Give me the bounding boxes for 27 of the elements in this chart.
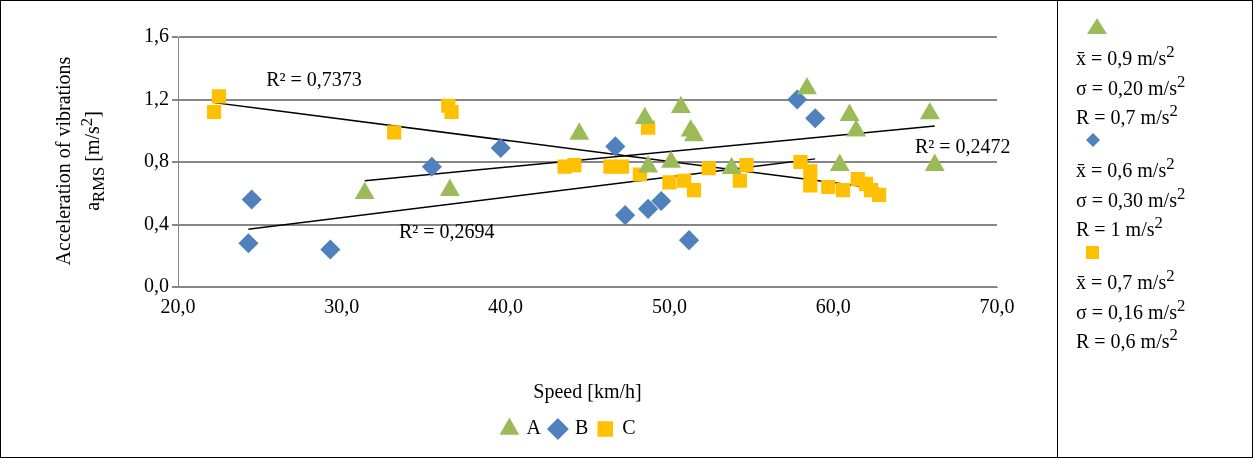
legend-label: B [574, 416, 589, 439]
y-tick-label: 0,4 [144, 211, 169, 234]
text: x̄ = 0,7 m/s$^{2}$ [1076, 264, 1176, 294]
y-tick-label: 1,6 [144, 24, 169, 47]
x-tick-label: 40,0 [488, 295, 524, 318]
legend-label: C [622, 416, 636, 439]
y-tick-label: 0,0 [144, 274, 169, 297]
annotation: R² = 0,2694 [398, 219, 495, 242]
x-tick-label: 20,0 [160, 295, 196, 318]
x-tick-label: 70,0 [979, 295, 1015, 318]
annotation: R² = 0,7373 [266, 67, 362, 90]
x-tick-label: 30,0 [324, 295, 360, 318]
text: R = 0,6 m/s$^{2}$ [1076, 324, 1179, 353]
x-tick-label: 60,0 [815, 295, 851, 318]
text: x̄ = 0,6 m/s$^{2}$ [1076, 152, 1176, 182]
text: σ = 0,30 m/s$^{2}$ [1076, 182, 1187, 212]
legend-label: A [526, 416, 542, 439]
text: σ = 0,16 m/s$^{2}$ [1076, 294, 1187, 324]
text: R = 0,7 m/s$^{2}$ [1076, 100, 1179, 129]
y-tick-label: 0,8 [144, 149, 169, 172]
x-tick-label: 50,0 [651, 295, 687, 318]
y-tick-label: 1,2 [144, 86, 169, 109]
x-axis-title: Speed [km/h] [533, 380, 642, 404]
text: R = 1 m/s$^{2}$ [1076, 212, 1164, 241]
text: σ = 0,20 m/s$^{2}$ [1076, 70, 1187, 100]
annotation: R² = 0,2472 [914, 135, 1011, 158]
text: x̄ = 0,9 m/s$^{2}$ [1076, 41, 1176, 70]
